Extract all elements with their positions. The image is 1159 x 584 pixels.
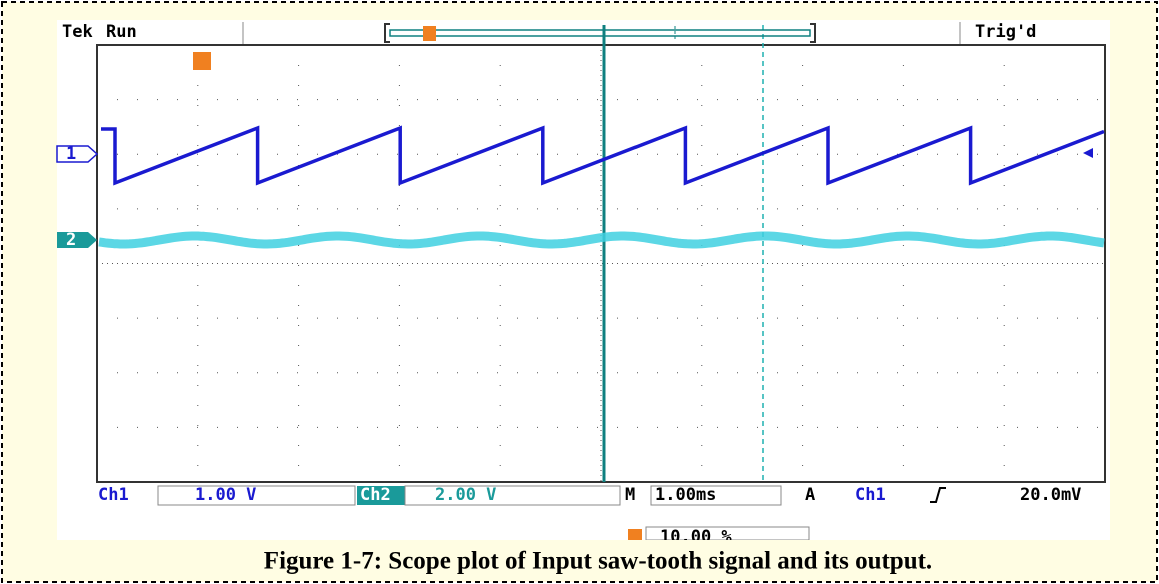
- time-label: M: [625, 485, 635, 505]
- trigger-icon: [423, 26, 436, 41]
- caption: Figure 1-7: Scope plot of Input saw-toot…: [264, 548, 932, 575]
- ch2-scale: 2.00 V: [435, 485, 496, 505]
- trigger-level: 20.0mV: [1020, 485, 1081, 505]
- ch1-label: Ch1: [98, 485, 129, 505]
- trigger-mode: A: [805, 485, 815, 505]
- scope-screen: [57, 20, 1110, 540]
- status: Run: [106, 22, 137, 42]
- brand: Tek: [62, 22, 93, 42]
- ch2-marker-label: 2: [66, 230, 76, 250]
- ch2-label: Ch2: [360, 485, 391, 505]
- trigger-icon: [628, 529, 642, 540]
- time-scale: 1.00ms: [655, 485, 716, 505]
- page: Tek Run Trig'd 1 2 Ch1 1.00 V Ch2 2.00 V…: [0, 0, 1159, 584]
- trigger-state: Trig'd: [975, 22, 1036, 42]
- ch1-marker: [57, 146, 97, 162]
- ch1-marker-label: 1: [66, 144, 76, 164]
- trigger-source: Ch1: [855, 485, 886, 505]
- ch1-scale: 1.00 V: [195, 485, 256, 505]
- trigger-position-icon: [193, 52, 211, 70]
